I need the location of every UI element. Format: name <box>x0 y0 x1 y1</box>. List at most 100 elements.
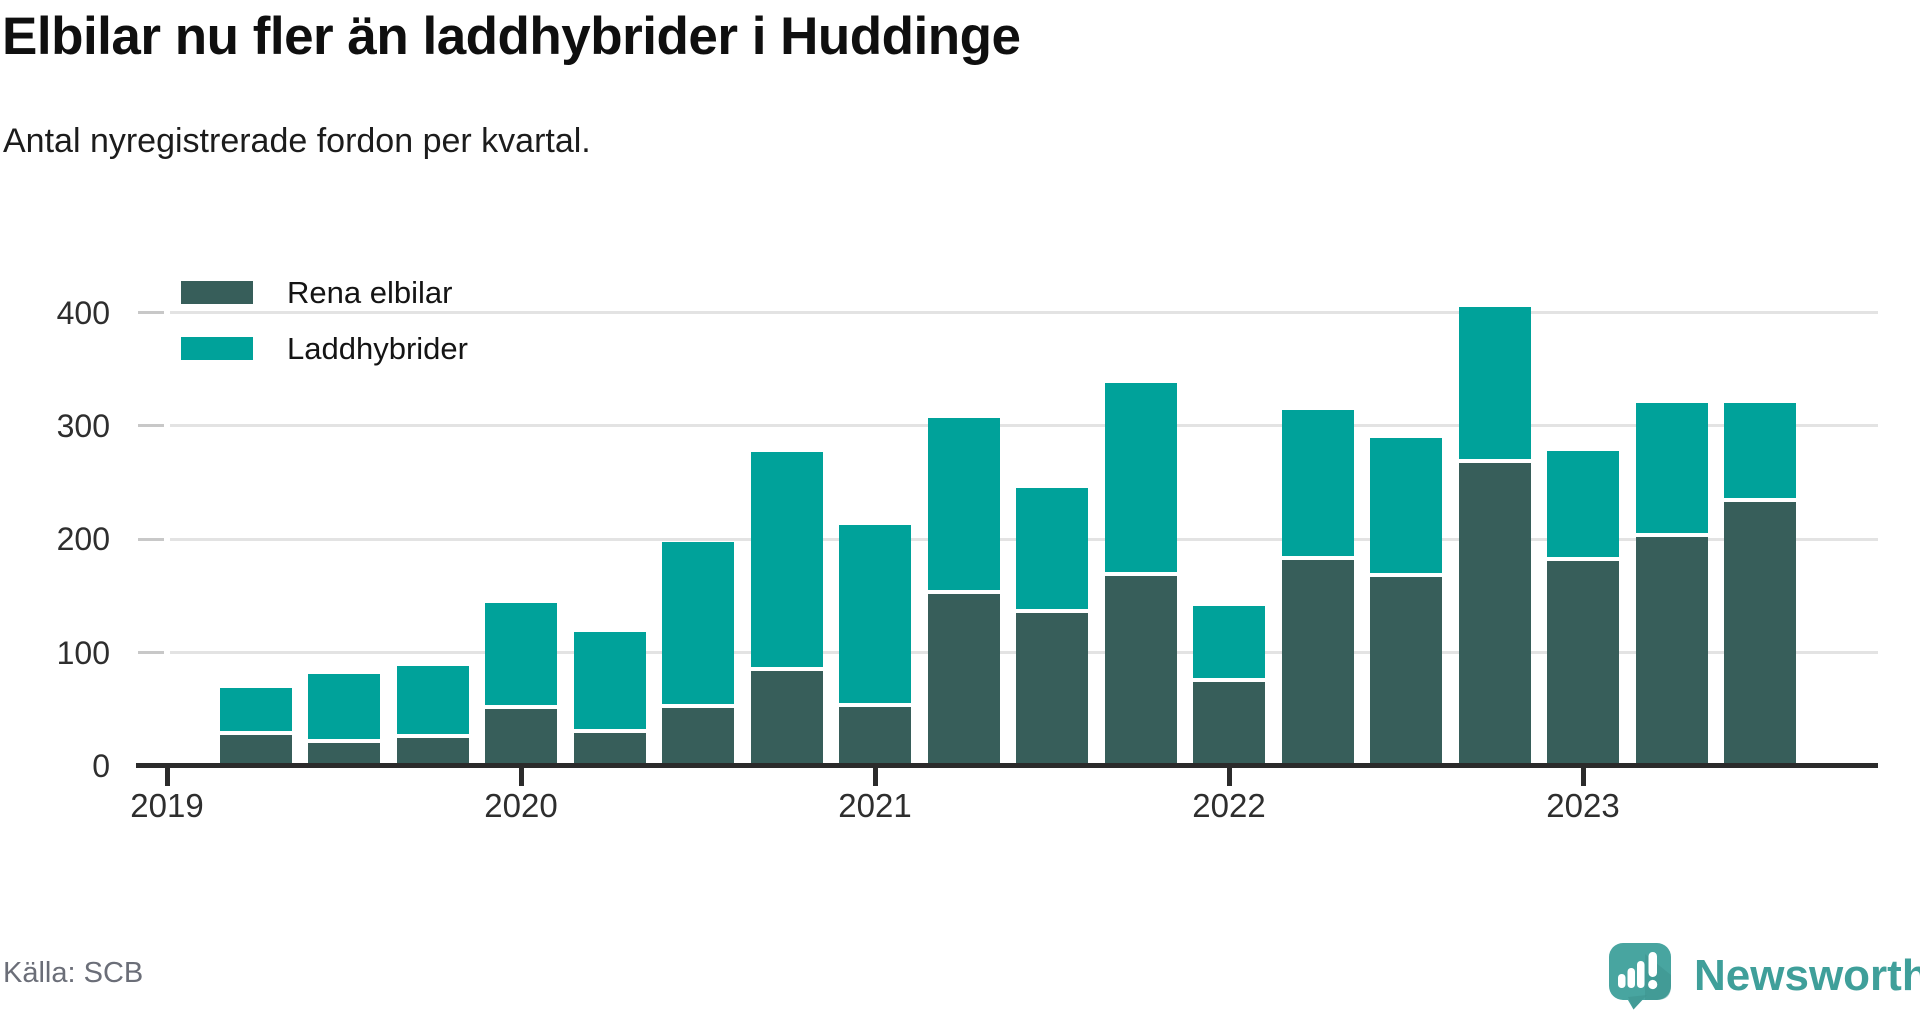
y-tick-label: 300 <box>56 407 110 444</box>
segment-rena-elbilar <box>1370 576 1442 766</box>
bar-2021-q2 <box>927 418 1000 766</box>
gridline <box>170 424 1878 428</box>
segment-laddhybrider <box>1104 382 1177 572</box>
x-tick-mark <box>1226 768 1232 786</box>
segment-rena-elbilar <box>308 743 380 766</box>
source-note: Källa: SCB <box>3 957 144 989</box>
segment-laddhybrider <box>219 687 292 732</box>
bar-2022-q2 <box>1281 410 1354 766</box>
segment-laddhybrider <box>1635 403 1708 534</box>
segment-rena-elbilar <box>1104 575 1177 766</box>
segment-laddhybrider <box>485 602 557 706</box>
x-tick-mark <box>1580 768 1586 786</box>
segment-divider <box>1281 555 1354 560</box>
segment-laddhybrider <box>1458 306 1531 460</box>
segment-rena-elbilar <box>1193 682 1265 766</box>
x-tick-label: 2023 <box>1546 787 1620 824</box>
x-axis-line <box>136 763 1878 768</box>
bar-2023-q3 <box>1724 403 1796 766</box>
newsworthy-logo-text: Newsworthy <box>1694 951 1920 1000</box>
segment-divider <box>1193 678 1265 683</box>
segment-divider <box>839 703 911 708</box>
bar-2023-q2 <box>1635 403 1708 766</box>
x-tick-label: 2022 <box>1192 787 1266 824</box>
bar-2019-q2 <box>219 687 292 766</box>
bar-2021-q4 <box>1104 382 1177 766</box>
gridline <box>170 311 1878 315</box>
segment-divider <box>662 704 734 709</box>
y-tick-mark <box>138 537 164 541</box>
chart-title: Elbilar nu fler än laddhybrider i Huddin… <box>2 7 1021 66</box>
segment-laddhybrider <box>1370 438 1442 573</box>
segment-rena-elbilar <box>573 733 646 766</box>
bar-2020-q2 <box>573 632 646 766</box>
segment-laddhybrider <box>839 524 911 704</box>
segment-rena-elbilar <box>219 735 292 766</box>
bar-2019-q3 <box>308 674 380 766</box>
x-tick-label: 2019 <box>130 787 204 824</box>
segment-rena-elbilar <box>1016 612 1088 766</box>
segment-laddhybrider <box>573 632 646 730</box>
segment-divider <box>1724 497 1796 502</box>
segment-divider <box>1370 572 1442 577</box>
newsworthy-logo: Newsworthy <box>1606 941 1920 1010</box>
segment-divider <box>396 733 469 738</box>
legend: Rena elbilar Laddhybrider <box>181 270 468 382</box>
segment-rena-elbilar <box>1547 560 1619 766</box>
bar-2021-q1 <box>839 524 911 766</box>
legend-swatch-rena-elbilar <box>181 281 253 304</box>
bar-2022-q3 <box>1370 438 1442 766</box>
x-tick-label: 2020 <box>484 787 558 824</box>
segment-laddhybrider <box>750 452 823 667</box>
segment-divider <box>1635 533 1708 538</box>
segment-laddhybrider <box>396 666 469 734</box>
bar-2020-q3 <box>662 541 734 766</box>
segment-divider <box>1016 608 1088 613</box>
bar-2021-q3 <box>1016 488 1088 766</box>
bar-2019-q4 <box>396 666 469 766</box>
segment-divider <box>573 729 646 734</box>
legend-item-rena-elbilar: Rena elbilar <box>181 270 468 315</box>
segment-rena-elbilar <box>1724 501 1796 766</box>
segment-divider <box>1458 459 1531 464</box>
x-tick-label: 2021 <box>838 787 912 824</box>
segment-divider <box>1547 556 1619 561</box>
segment-divider <box>1104 571 1177 576</box>
segment-rena-elbilar <box>396 737 469 766</box>
segment-laddhybrider <box>662 541 734 705</box>
legend-swatch-laddhybrider <box>181 337 253 360</box>
segment-laddhybrider <box>1193 606 1265 679</box>
segment-divider <box>485 705 557 710</box>
segment-laddhybrider <box>308 674 380 740</box>
segment-rena-elbilar <box>927 593 1000 766</box>
legend-item-laddhybrider: Laddhybrider <box>181 326 468 371</box>
y-tick-label: 400 <box>56 294 110 331</box>
segment-divider <box>750 666 823 671</box>
y-tick-mark <box>138 311 164 315</box>
x-tick-mark <box>164 768 170 786</box>
y-tick-label: 0 <box>92 748 110 784</box>
segment-rena-elbilar <box>839 707 911 766</box>
segment-rena-elbilar <box>485 709 557 766</box>
segment-rena-elbilar <box>1458 463 1531 766</box>
chart-subtitle: Antal nyregistrerade fordon per kvartal. <box>3 122 591 160</box>
y-tick-label: 200 <box>56 521 110 558</box>
segment-laddhybrider <box>1281 410 1354 556</box>
x-tick-mark <box>872 768 878 786</box>
segment-laddhybrider <box>1016 488 1088 609</box>
segment-divider <box>927 589 1000 594</box>
y-tick-mark <box>138 424 164 428</box>
bar-2020-q4 <box>750 452 823 766</box>
segment-laddhybrider <box>1547 450 1619 557</box>
legend-label: Rena elbilar <box>287 274 453 310</box>
segment-divider <box>219 731 292 736</box>
segment-laddhybrider <box>927 418 1000 590</box>
y-tick-label: 100 <box>56 634 110 671</box>
segment-rena-elbilar <box>1635 537 1708 766</box>
x-tick-mark <box>518 768 524 786</box>
y-tick-mark <box>138 651 164 655</box>
legend-label: Laddhybrider <box>287 330 468 366</box>
bar-2020-q1 <box>485 602 557 766</box>
